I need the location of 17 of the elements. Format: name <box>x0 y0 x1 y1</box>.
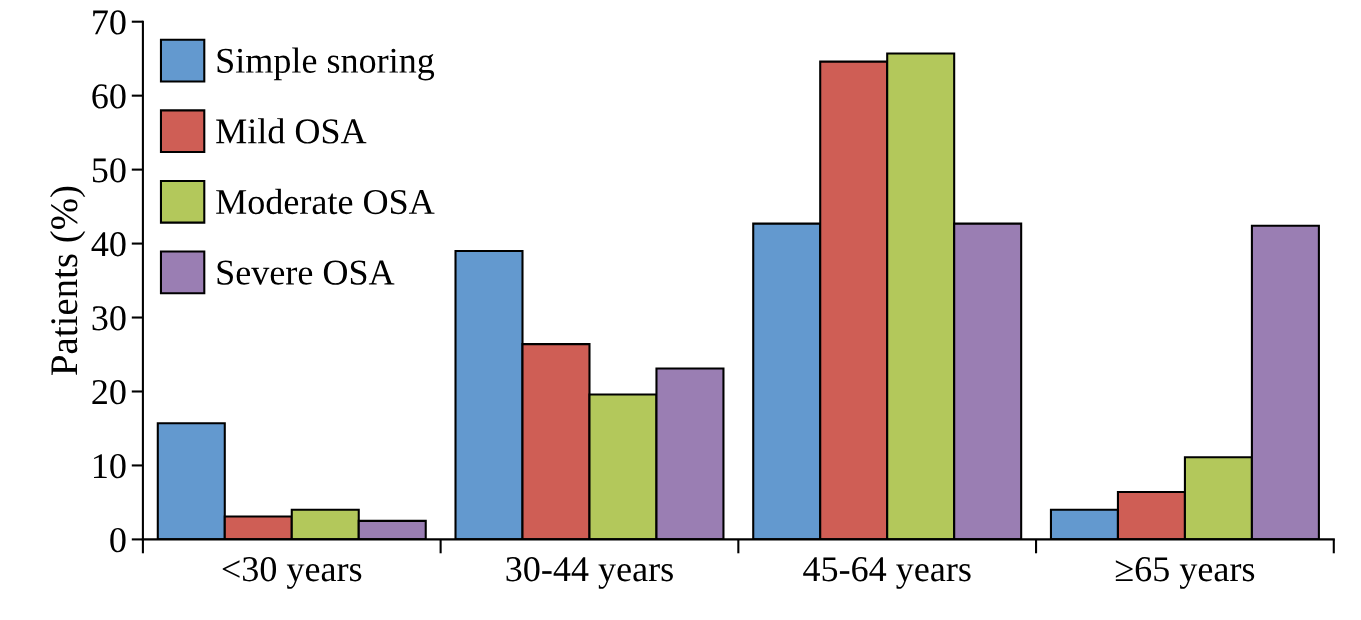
y-tick-label: 10 <box>94 453 126 479</box>
x-tick-label: 45-64 years <box>803 557 971 589</box>
y-tick-label: 40 <box>91 232 126 257</box>
legend-label: Simple snoring <box>217 47 435 81</box>
y-tick-label: 30 <box>92 306 126 331</box>
y-tick-label: 0 <box>110 527 126 553</box>
legend-label: Severe OSA <box>217 260 395 285</box>
y-tick-label: 20 <box>92 380 126 405</box>
x-tick-label: ≥65 years <box>1115 557 1255 589</box>
legend-label: Mild OSA <box>216 118 367 144</box>
x-tick-label: 30-44 years <box>506 557 673 589</box>
y-tick-label: 60 <box>92 84 126 109</box>
legend-label: Moderate OSA <box>216 188 435 215</box>
y-tick-label: 70 <box>93 10 126 35</box>
y-tick-label: 50 <box>92 158 126 183</box>
x-tick-label: <30 years <box>222 557 362 589</box>
y-axis-title: Patients (%) <box>50 186 86 376</box>
